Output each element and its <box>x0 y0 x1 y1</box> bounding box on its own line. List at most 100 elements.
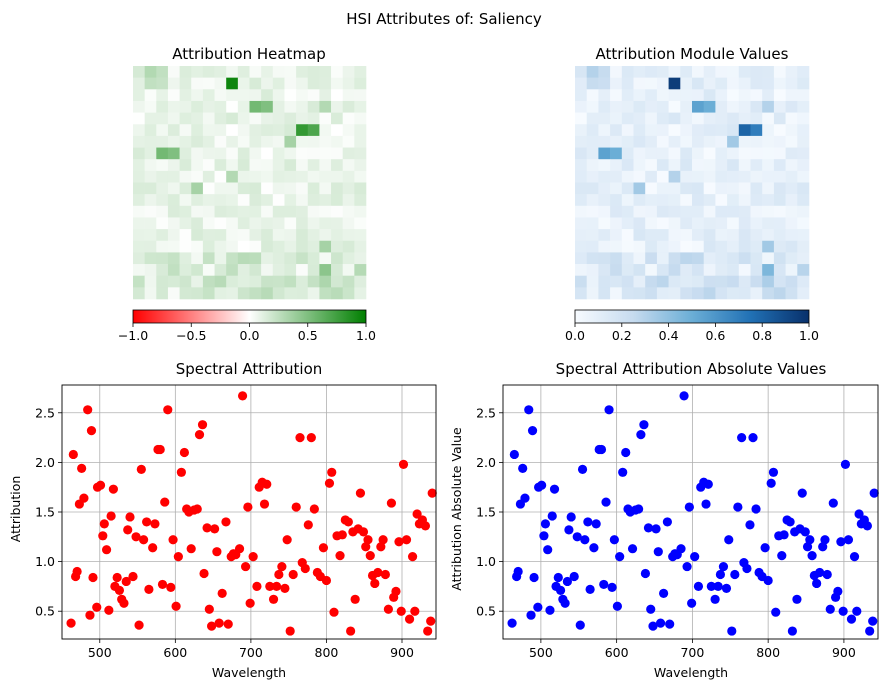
heatmap-cell <box>214 112 227 125</box>
heatmap-cell <box>342 194 355 207</box>
scatter-point <box>378 535 388 545</box>
heatmap-cell <box>575 205 587 218</box>
heatmap-cell <box>179 240 192 253</box>
scatter-point <box>72 566 82 577</box>
scatter-point <box>171 601 181 611</box>
scatter-point <box>529 572 539 583</box>
heatmap-cell <box>191 194 204 207</box>
heatmap-cell <box>610 170 623 183</box>
heatmap-cell <box>715 264 728 276</box>
heatmap-cell <box>284 124 297 137</box>
scatter-point <box>202 523 212 533</box>
scatter-point <box>727 626 737 636</box>
heatmap-cell <box>727 135 740 148</box>
heatmap-cell <box>342 287 355 300</box>
heatmap-cell <box>668 77 681 90</box>
heatmap-cell <box>156 77 169 90</box>
heatmap-cell <box>656 112 669 125</box>
heatmap-cell <box>179 89 192 102</box>
heatmap-cell <box>342 217 355 230</box>
heatmap-cell <box>237 100 250 113</box>
heatmap-cell <box>214 77 227 90</box>
heatmap-cell <box>272 264 285 276</box>
scatter-point <box>825 604 835 614</box>
heatmap-cell <box>785 240 798 253</box>
heatmap-cell <box>773 124 786 137</box>
heatmap-cell <box>575 89 587 102</box>
heatmap-cell <box>307 170 320 183</box>
heatmap-cell <box>621 135 634 148</box>
heatmap-cell <box>284 194 297 207</box>
heatmap-cell <box>354 275 367 288</box>
heatmap-cell <box>354 182 367 195</box>
heatmap-cell <box>680 287 693 300</box>
heatmap-cell <box>156 217 169 230</box>
scatter-point <box>108 484 118 494</box>
heatmap-cell <box>307 217 320 230</box>
heatmap-cell <box>179 66 192 78</box>
heatmap-cell <box>249 264 262 276</box>
heatmap-cell <box>680 217 693 230</box>
scatter-point <box>618 467 628 477</box>
heatmap-cell <box>167 240 180 253</box>
heatmap-cell <box>331 275 343 288</box>
heatmap-cell <box>156 229 169 242</box>
heatmap-cell <box>319 194 332 207</box>
heatmap-cell <box>797 194 810 207</box>
y-tick-label: 0.5 <box>35 604 55 619</box>
heatmap-cell <box>738 264 751 276</box>
heatmap-cell <box>575 66 587 78</box>
heatmap-cell <box>319 182 332 195</box>
heatmap-cell <box>656 182 669 195</box>
scatter-point <box>518 463 528 473</box>
scatter-point <box>843 535 854 545</box>
heatmap-cell <box>179 124 192 137</box>
heatmap-cell <box>296 77 309 90</box>
heatmap-cell <box>785 264 798 276</box>
y-tick-label: 1.5 <box>35 505 55 520</box>
heatmap-cell <box>738 287 751 300</box>
heatmap-cell <box>738 66 751 78</box>
heatmap-cell <box>261 135 274 148</box>
heatmap-cell <box>773 252 786 265</box>
heatmap-cell <box>237 240 250 253</box>
heatmap-cell <box>237 287 250 300</box>
heatmap-cell <box>214 205 227 218</box>
scatter-point <box>643 523 654 533</box>
heatmap-cell <box>727 205 740 218</box>
scatter-point <box>241 561 251 572</box>
heatmap-cell <box>750 229 763 242</box>
heatmap-cell <box>727 66 740 78</box>
heatmap-cell <box>226 229 239 242</box>
heatmap-cell <box>342 135 355 148</box>
heatmap-cell <box>750 135 763 148</box>
scatter-point <box>787 626 797 636</box>
scatter-point <box>639 420 649 430</box>
scatter-point <box>383 604 393 614</box>
heatmap-cell <box>342 264 355 276</box>
heatmap-cell <box>342 252 355 265</box>
heatmap-cell <box>750 240 763 253</box>
heatmap-cell <box>226 77 239 90</box>
scatter-point <box>217 588 227 598</box>
spectral-attribution-title: Spectral Attribution <box>176 360 323 378</box>
heatmap-cell <box>284 159 297 172</box>
scatter-point <box>854 509 864 519</box>
heatmap-cell <box>598 135 611 148</box>
scatter-point <box>350 594 360 604</box>
heatmap-cell <box>249 77 262 90</box>
heatmap-cell <box>156 205 169 218</box>
heatmap-cell <box>656 89 669 102</box>
heatmap-cell <box>237 170 250 183</box>
heatmap-cell <box>598 124 611 137</box>
heatmap-cell <box>226 252 239 265</box>
heatmap-cell <box>762 135 775 148</box>
heatmap-cell <box>226 182 239 195</box>
scatter-point <box>566 512 576 522</box>
heatmap-cell <box>645 159 658 172</box>
heatmap-cell <box>133 217 145 230</box>
scatter-point <box>128 571 138 582</box>
heatmap-cell <box>575 159 587 172</box>
heatmap-cell <box>656 252 669 265</box>
heatmap-cell <box>727 170 740 183</box>
